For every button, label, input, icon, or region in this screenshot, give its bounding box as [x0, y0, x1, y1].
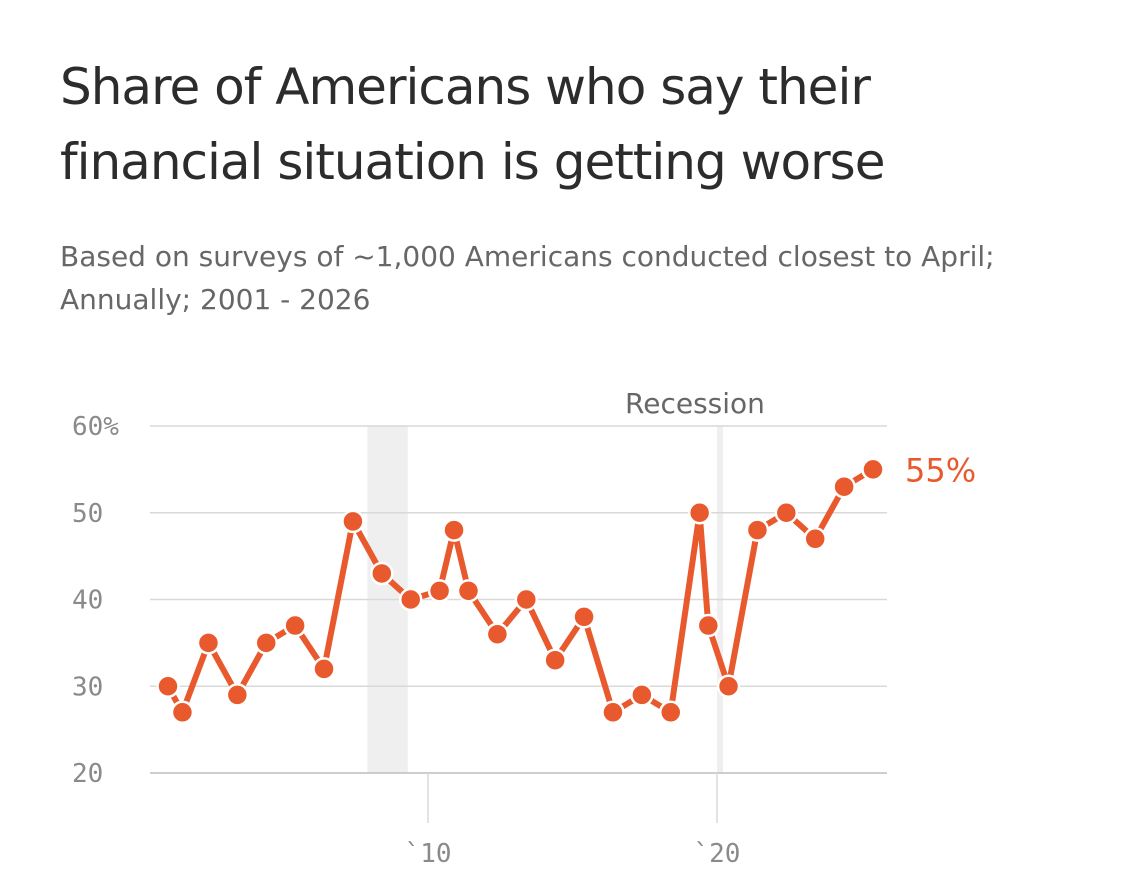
data-point-8 [341, 509, 365, 534]
y-tick-label-50: 50 [72, 499, 103, 529]
data-point-15 [514, 587, 539, 612]
chart-title: Share of Americans who say their financi… [60, 58, 885, 191]
data-point-23 [716, 674, 741, 698]
data-point-16 [543, 648, 567, 672]
data-point-20 [658, 700, 683, 725]
y-tick-label-20: 20 [72, 759, 103, 789]
data-point-14 [485, 622, 510, 646]
data-point-24 [745, 518, 770, 542]
x-tick-label-2010: `10 [405, 839, 452, 869]
data-point-4 [225, 683, 250, 707]
data-point-13 [456, 579, 481, 603]
data-point-28 [861, 457, 885, 482]
data-point-9 [370, 561, 394, 586]
x-tick-label-2020: `20 [693, 839, 740, 869]
data-point-25 [774, 501, 799, 525]
data-point-5 [254, 631, 278, 655]
x-axis: `10 `20 [405, 773, 740, 869]
data-point-2 [170, 700, 195, 725]
end-value-label: 55% [905, 451, 976, 489]
data-point-6 [283, 613, 307, 638]
data-point-12 [442, 518, 466, 542]
series-line [165, 466, 876, 716]
data-point-10 [398, 587, 423, 612]
data-point-19 [630, 683, 654, 707]
y-tick-label-40: 40 [72, 586, 103, 616]
data-point-11 [427, 579, 452, 603]
gridlines [150, 425, 887, 774]
data-point-3 [196, 631, 221, 655]
chart-subtitle: Based on surveys of ~1,000 Americans con… [60, 240, 995, 316]
series-worse [156, 457, 885, 725]
y-tick-label-60: 60% [72, 412, 119, 442]
data-point-1 [156, 674, 180, 698]
data-point-21 [687, 501, 712, 525]
data-point-18 [601, 700, 625, 725]
data-point-22 [696, 613, 721, 638]
data-point-26 [803, 527, 827, 551]
recession-label: Recession [625, 387, 765, 420]
data-point-17 [572, 605, 596, 629]
y-axis: 60% 50 40 30 20 [72, 412, 119, 789]
data-point-27 [832, 474, 856, 499]
data-point-7 [312, 657, 336, 681]
y-tick-label-30: 30 [72, 672, 103, 702]
